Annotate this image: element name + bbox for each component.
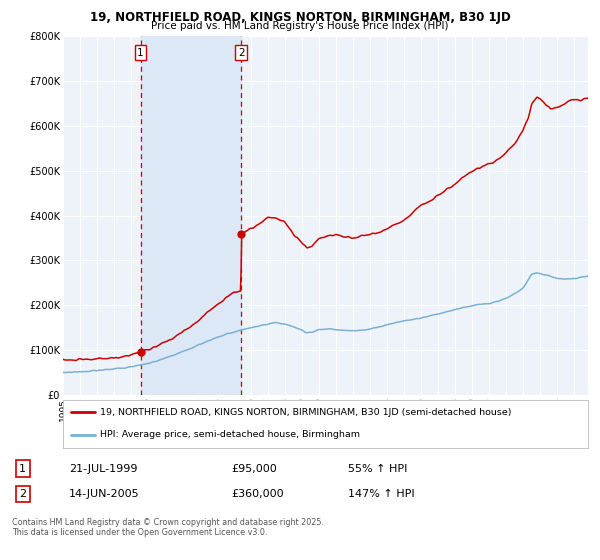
Text: £360,000: £360,000: [231, 489, 284, 499]
Text: 14-JUN-2005: 14-JUN-2005: [69, 489, 140, 499]
Text: 21-JUL-1999: 21-JUL-1999: [69, 464, 137, 474]
Text: 19, NORTHFIELD ROAD, KINGS NORTON, BIRMINGHAM, B30 1JD: 19, NORTHFIELD ROAD, KINGS NORTON, BIRMI…: [89, 11, 511, 24]
Text: 147% ↑ HPI: 147% ↑ HPI: [348, 489, 415, 499]
Text: 55% ↑ HPI: 55% ↑ HPI: [348, 464, 407, 474]
Text: HPI: Average price, semi-detached house, Birmingham: HPI: Average price, semi-detached house,…: [100, 430, 360, 439]
Text: Price paid vs. HM Land Registry's House Price Index (HPI): Price paid vs. HM Land Registry's House …: [151, 21, 449, 31]
Text: 2: 2: [19, 489, 26, 499]
Bar: [140, 36, 241, 395]
Text: Contains HM Land Registry data © Crown copyright and database right 2025.
This d: Contains HM Land Registry data © Crown c…: [12, 518, 324, 538]
Text: 19, NORTHFIELD ROAD, KINGS NORTON, BIRMINGHAM, B30 1JD (semi-detached house): 19, NORTHFIELD ROAD, KINGS NORTON, BIRMI…: [100, 408, 511, 417]
Text: 2: 2: [238, 48, 244, 58]
Text: £95,000: £95,000: [231, 464, 277, 474]
Text: 1: 1: [137, 48, 144, 58]
Text: 1: 1: [19, 464, 26, 474]
